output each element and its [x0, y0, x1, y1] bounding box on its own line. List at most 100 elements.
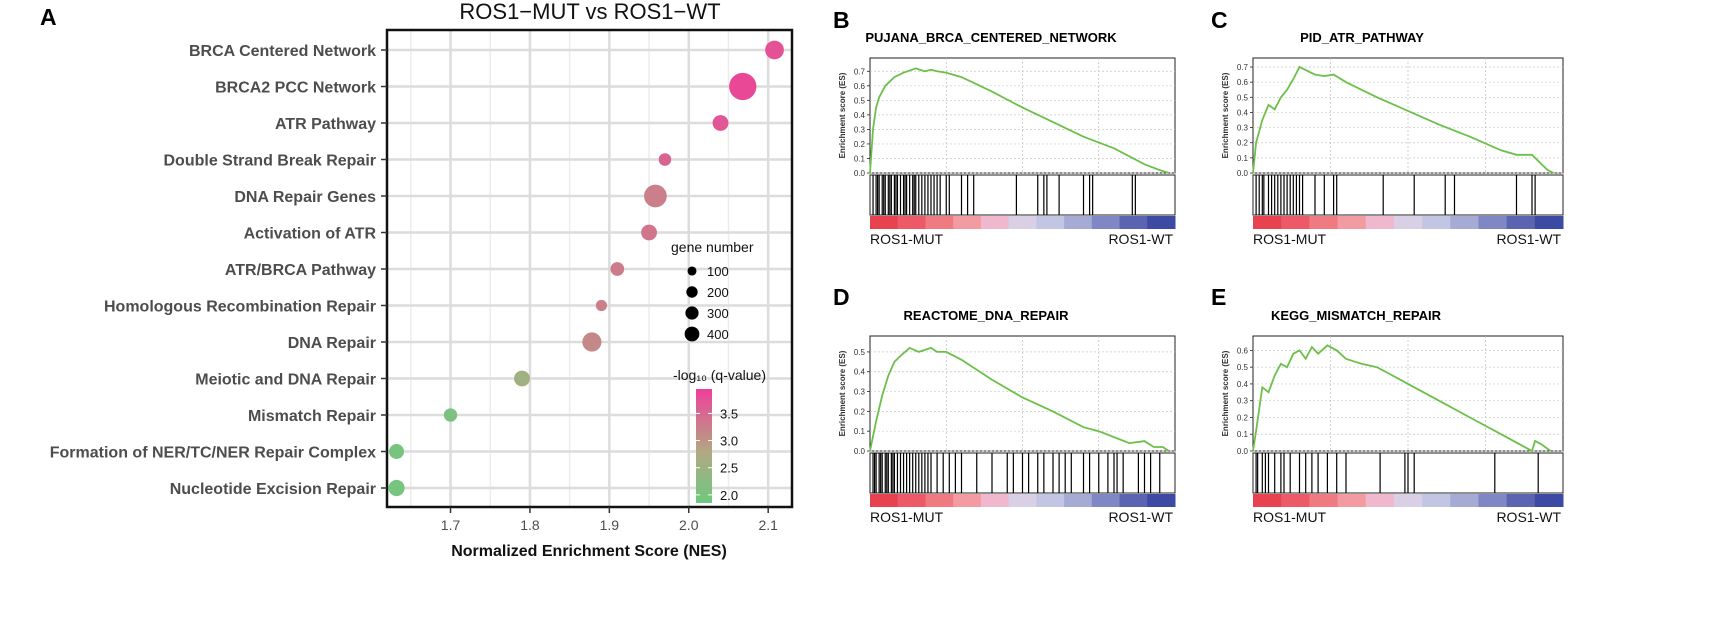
es-y-tick-label: 0.1	[1237, 154, 1249, 163]
rank-ramp-segment	[1253, 216, 1282, 229]
rank-ramp-segment	[981, 494, 1009, 507]
x-tick-label: 1.9	[600, 517, 620, 533]
rank-ramp-segment	[1036, 494, 1064, 507]
color-legend-label: 2.0	[720, 488, 738, 503]
rank-ramp-segment	[1309, 494, 1338, 507]
size-legend-label: 400	[707, 327, 729, 342]
es-y-tick-label: 0.4	[1237, 380, 1249, 389]
size-legend-label: 100	[707, 264, 729, 279]
es-y-axis-label: Enrichment score (ES)	[1221, 350, 1230, 436]
es-y-tick-label: 0.2	[854, 407, 866, 416]
rank-ramp-segment	[925, 494, 953, 507]
x-tick-label: 2.0	[679, 517, 699, 533]
rank-ramp-segment	[1253, 494, 1282, 507]
es-y-tick-label: 0.3	[1237, 124, 1249, 133]
rank-ramp-segment	[1507, 494, 1536, 507]
rank-ramp-segment	[1281, 216, 1310, 229]
panel-label-e: E	[1211, 284, 1226, 310]
es-y-axis-label: Enrichment score (ES)	[838, 72, 847, 158]
es-y-tick-label: 0.4	[854, 368, 866, 377]
gsea-title: REACTOME_DNA_REPAIR	[904, 308, 1070, 323]
es-y-tick-label: 0.2	[1237, 139, 1249, 148]
gsea-plot-c: PID_ATR_PATHWAY 0.0 0.1 0.2 0.3 0.4 0.5 0.6 0.7 E…	[1221, 30, 1564, 247]
rank-ramp-segment	[1281, 494, 1310, 507]
color-legend-label: 2.5	[720, 461, 738, 476]
category-label: Formation of NER/TC/NER Repair Complex	[50, 445, 376, 462]
rank-ramp-segment	[1535, 494, 1564, 507]
gsea-plot-e: KEGG_MISMATCH_REPAIR 0.0 0.1 0.2 0.3 0.4 0.5 0.…	[1221, 308, 1564, 525]
rank-ramp-segment	[1120, 494, 1148, 507]
data-point	[389, 444, 404, 459]
data-point	[596, 300, 607, 311]
es-y-tick-label: 0.5	[1237, 93, 1249, 102]
gsea-plot-d: REACTOME_DNA_REPAIR 0.0 0.1 0.2 0.3 0.4 0.5 Enr…	[838, 308, 1176, 525]
gsea-plot-b: PUJANA_BRCA_CENTERED_NETWORK 0.0 0.1 0.2 0.3…	[838, 30, 1176, 247]
category-label: Homologous Recombination Repair	[104, 299, 376, 316]
data-point	[729, 73, 756, 100]
es-y-tick-label: 0.6	[854, 82, 866, 91]
es-y-tick-label: 0.3	[854, 125, 866, 134]
es-y-axis-label: Enrichment score (ES)	[838, 350, 847, 436]
rank-ramp-segment	[1535, 216, 1564, 229]
category-label: BRCA Centered Network	[189, 43, 376, 60]
size-legend-label: 200	[707, 285, 729, 300]
data-point	[641, 225, 657, 241]
data-point	[713, 115, 729, 131]
es-y-tick-label: 0.1	[854, 154, 866, 163]
panel-label-a: A	[40, 4, 57, 30]
es-y-tick-label: 0.0	[1237, 169, 1249, 178]
es-y-tick-label: 0.5	[854, 348, 866, 357]
rank-ramp-segment	[898, 216, 926, 229]
rank-ramp-segment	[1092, 494, 1120, 507]
category-label: DNA Repair Genes	[234, 189, 376, 206]
data-point	[610, 262, 624, 276]
group-label-right: ROS1-WT	[1108, 231, 1173, 247]
color-legend-label: 3.5	[720, 406, 738, 421]
category-label: Activation of ATR	[244, 226, 377, 243]
panel-label-b: B	[833, 7, 850, 33]
group-label-left: ROS1-MUT	[870, 231, 944, 247]
rank-ramp-segment	[1036, 216, 1064, 229]
gsea-title: PUJANA_BRCA_CENTERED_NETWORK	[865, 30, 1117, 45]
rank-ramp-segment	[1309, 216, 1338, 229]
es-y-tick-label: 0.6	[1237, 78, 1249, 87]
size-legend-dot	[686, 286, 697, 297]
size-legend-dot	[685, 306, 698, 319]
es-y-tick-label: 0.5	[854, 96, 866, 105]
x-axis-label: Normalized Enrichment Score (NES)	[451, 543, 727, 560]
rank-ramp-segment	[1092, 216, 1120, 229]
rank-ramp-segment	[1147, 216, 1175, 229]
es-y-tick-label: 0.5	[1237, 363, 1249, 372]
rank-ramp-segment	[981, 216, 1009, 229]
es-y-tick-label: 0.4	[854, 111, 866, 120]
color-legend-bar	[696, 389, 712, 503]
es-y-tick-label: 0.0	[1237, 447, 1249, 456]
data-point	[644, 185, 667, 208]
rank-ramp-segment	[1009, 216, 1037, 229]
rank-ramp-segment	[1338, 494, 1367, 507]
es-y-tick-label: 0.4	[1237, 108, 1249, 117]
x-tick-label: 2.1	[758, 517, 778, 533]
es-y-tick-label: 0.0	[854, 447, 866, 456]
figure: A B C D E ROS1−MUT vs ROS1−WT BRCA Cente…	[0, 0, 1716, 617]
group-label-left: ROS1-MUT	[870, 509, 944, 525]
rank-ramp-segment	[925, 216, 953, 229]
rank-ramp-segment	[953, 216, 981, 229]
color-legend-title: -log₁₀ (q-value)	[673, 367, 766, 383]
panel-label-d: D	[833, 284, 850, 310]
category-label: Mismatch Repair	[248, 408, 376, 425]
es-y-tick-label: 0.7	[1237, 63, 1249, 72]
rank-ramp-segment	[1422, 216, 1451, 229]
rank-ramp-segment	[953, 494, 981, 507]
data-point	[388, 480, 404, 496]
category-label: ATR/BRCA Pathway	[225, 262, 376, 279]
group-label-left: ROS1-MUT	[1253, 231, 1327, 247]
rank-ramp-segment	[898, 494, 926, 507]
data-point	[659, 153, 672, 166]
rank-ramp-segment	[1338, 216, 1367, 229]
group-label-right: ROS1-WT	[1496, 509, 1561, 525]
data-point	[514, 371, 530, 387]
data-point	[765, 41, 784, 60]
size-legend-dot	[685, 327, 700, 342]
category-label: ATR Pathway	[275, 116, 376, 133]
